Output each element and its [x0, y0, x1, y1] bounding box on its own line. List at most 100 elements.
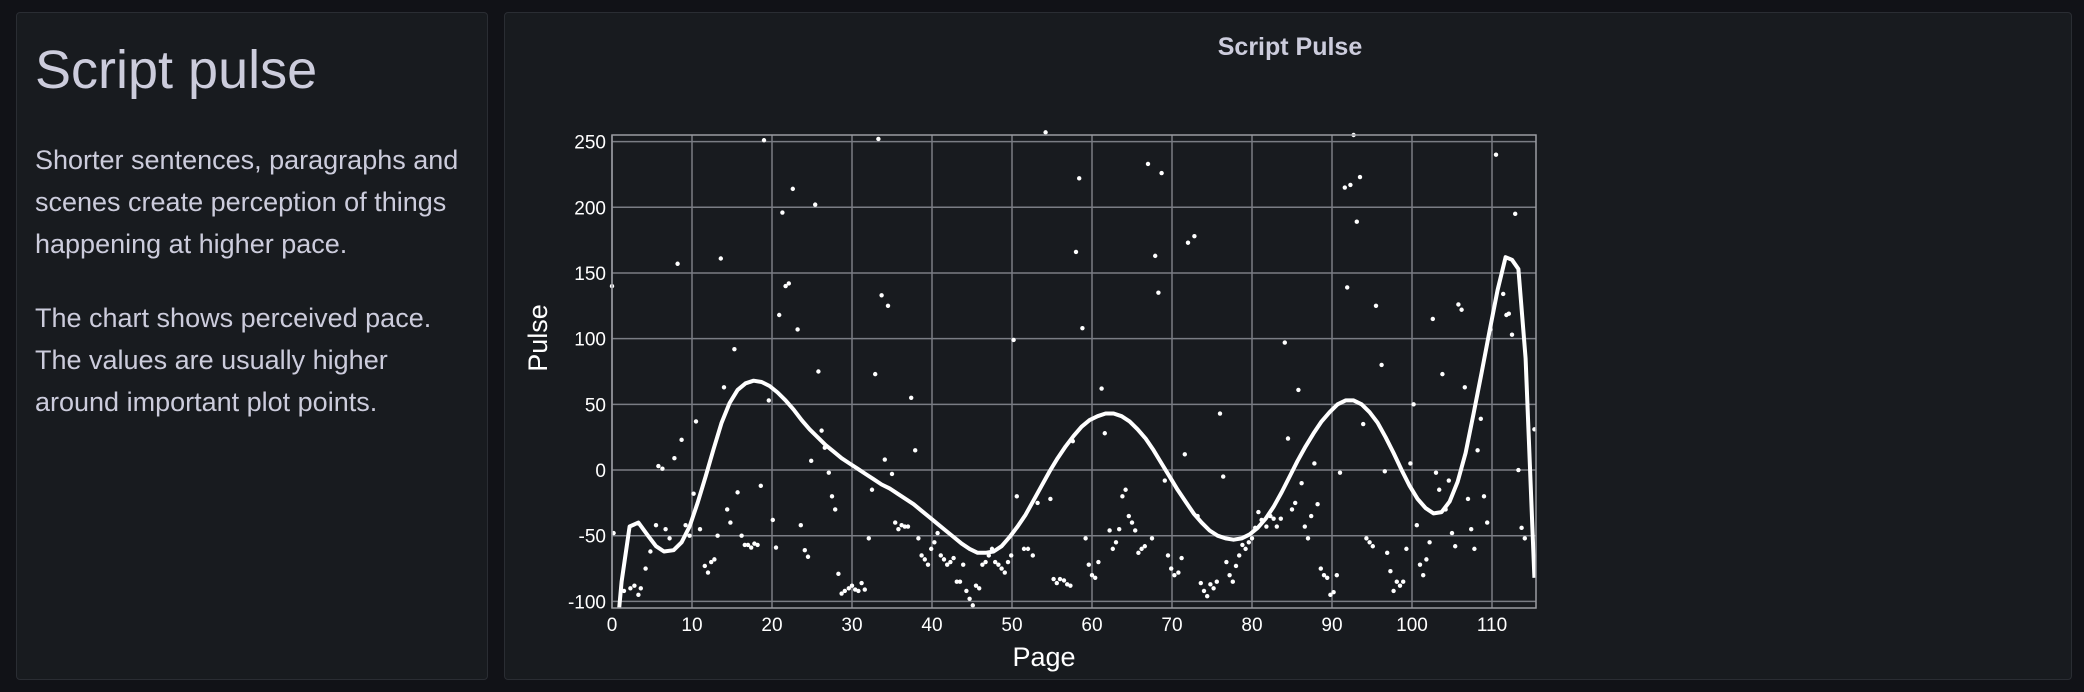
x-tick-label: 110 — [1477, 615, 1507, 636]
scatter-point — [1427, 540, 1432, 545]
scatter-point — [866, 536, 871, 541]
scatter-point — [1388, 569, 1393, 574]
scatter-point — [636, 592, 641, 598]
trend-line — [617, 255, 1537, 609]
y-tick-label: 0 — [595, 461, 606, 482]
scatter-point — [932, 540, 937, 545]
scatter-point — [1189, 125, 1193, 129]
scatter-point — [1459, 307, 1464, 312]
series — [609, 125, 1537, 609]
scatter-point — [745, 542, 751, 548]
y-tick-label: 50 — [585, 395, 606, 416]
scatter-point — [957, 579, 963, 584]
scatter-point — [643, 566, 648, 571]
scatter-point — [1185, 240, 1191, 245]
scatter-point — [1296, 387, 1301, 393]
scatter-point — [1354, 219, 1359, 224]
scatter-point — [862, 587, 867, 592]
scatter-point — [1364, 536, 1369, 541]
scatter-point — [980, 562, 985, 567]
scatter-point — [813, 202, 818, 207]
scatter-point — [739, 533, 744, 538]
scatter-point — [913, 448, 918, 453]
scatter-point — [632, 583, 637, 588]
scatter-point — [846, 586, 851, 591]
x-tick-label: 70 — [1161, 615, 1182, 636]
scatter-point — [1243, 546, 1248, 552]
scatter-point — [1394, 579, 1399, 584]
scatter-point — [1522, 536, 1527, 541]
scatter-point — [638, 586, 643, 591]
scatter-point — [777, 312, 782, 318]
scatter-point — [1481, 494, 1487, 499]
scatter-point — [683, 523, 688, 528]
scatter-point — [1305, 536, 1311, 541]
description-paragraph-1: Shorter sentences, paragraphs and scenes… — [35, 145, 459, 259]
scatter-point — [833, 507, 838, 512]
scatter-point — [1414, 523, 1419, 528]
scatter-point — [712, 557, 717, 562]
scatter-point — [941, 557, 947, 562]
scatter-point — [1192, 233, 1197, 239]
scatter-point — [1136, 550, 1141, 556]
scatter-point — [691, 491, 696, 496]
scatter-point — [1198, 580, 1203, 586]
scatter-point — [1176, 570, 1181, 575]
scatter-point — [1145, 161, 1151, 167]
scatter-point — [780, 210, 785, 215]
scatter-point — [1099, 386, 1104, 391]
scatter-point — [718, 256, 723, 261]
scatter-point — [758, 483, 763, 489]
y-tick-label: 150 — [574, 264, 606, 285]
scatter-point — [679, 437, 684, 443]
scatter-point — [1485, 520, 1490, 525]
scatter-point — [1293, 500, 1298, 506]
scatter-point — [755, 542, 760, 548]
scatter-point — [1385, 550, 1390, 556]
scatter-point — [1424, 557, 1429, 562]
scatter-point — [1475, 448, 1480, 453]
scatter-point — [697, 526, 703, 532]
scatter-point — [1080, 325, 1085, 331]
scatter-point — [1506, 311, 1511, 316]
scatter-point — [1449, 530, 1455, 536]
x-tick-label: 40 — [921, 615, 942, 636]
scatter-point — [1113, 540, 1119, 545]
x-axis-label: Page — [1012, 642, 1075, 672]
y-tick-label: -50 — [579, 527, 606, 548]
scatter-point — [1120, 494, 1125, 499]
scatter-point — [1025, 546, 1031, 552]
scatter-point — [1237, 553, 1242, 558]
scatter-point — [1342, 185, 1347, 190]
scatter-point — [1299, 480, 1304, 486]
scatter-point — [993, 559, 998, 565]
scatter-point — [1440, 371, 1445, 377]
scatter-point — [1397, 583, 1403, 588]
scatter-point — [766, 398, 771, 403]
x-tick-label: 90 — [1321, 615, 1342, 636]
scatter-point — [795, 327, 800, 332]
scatter-point — [1002, 570, 1007, 575]
scatter-point — [1110, 546, 1115, 552]
scatter-point — [999, 566, 1004, 571]
scatter-point — [773, 545, 779, 550]
scatter-point — [1102, 431, 1107, 436]
scatter-point — [783, 283, 788, 289]
scatter-point — [1240, 542, 1245, 548]
scatter-point — [1312, 461, 1317, 466]
scatter-point — [1446, 478, 1451, 483]
scatter-point — [725, 507, 730, 512]
scatter-point — [709, 559, 714, 565]
scatter-point — [1009, 553, 1014, 558]
x-tick-label: 50 — [1001, 615, 1022, 636]
scatter-point — [1337, 470, 1343, 475]
scatter-point — [653, 523, 659, 528]
scatter-point — [1126, 513, 1131, 519]
scatter-point — [1107, 528, 1112, 533]
scatter-point — [905, 524, 911, 529]
scatter-point — [879, 293, 884, 298]
scatter-point — [656, 463, 661, 469]
scatter-point — [790, 186, 795, 192]
x-tick-label: 100 — [1396, 615, 1428, 636]
scatter-point — [859, 580, 864, 586]
